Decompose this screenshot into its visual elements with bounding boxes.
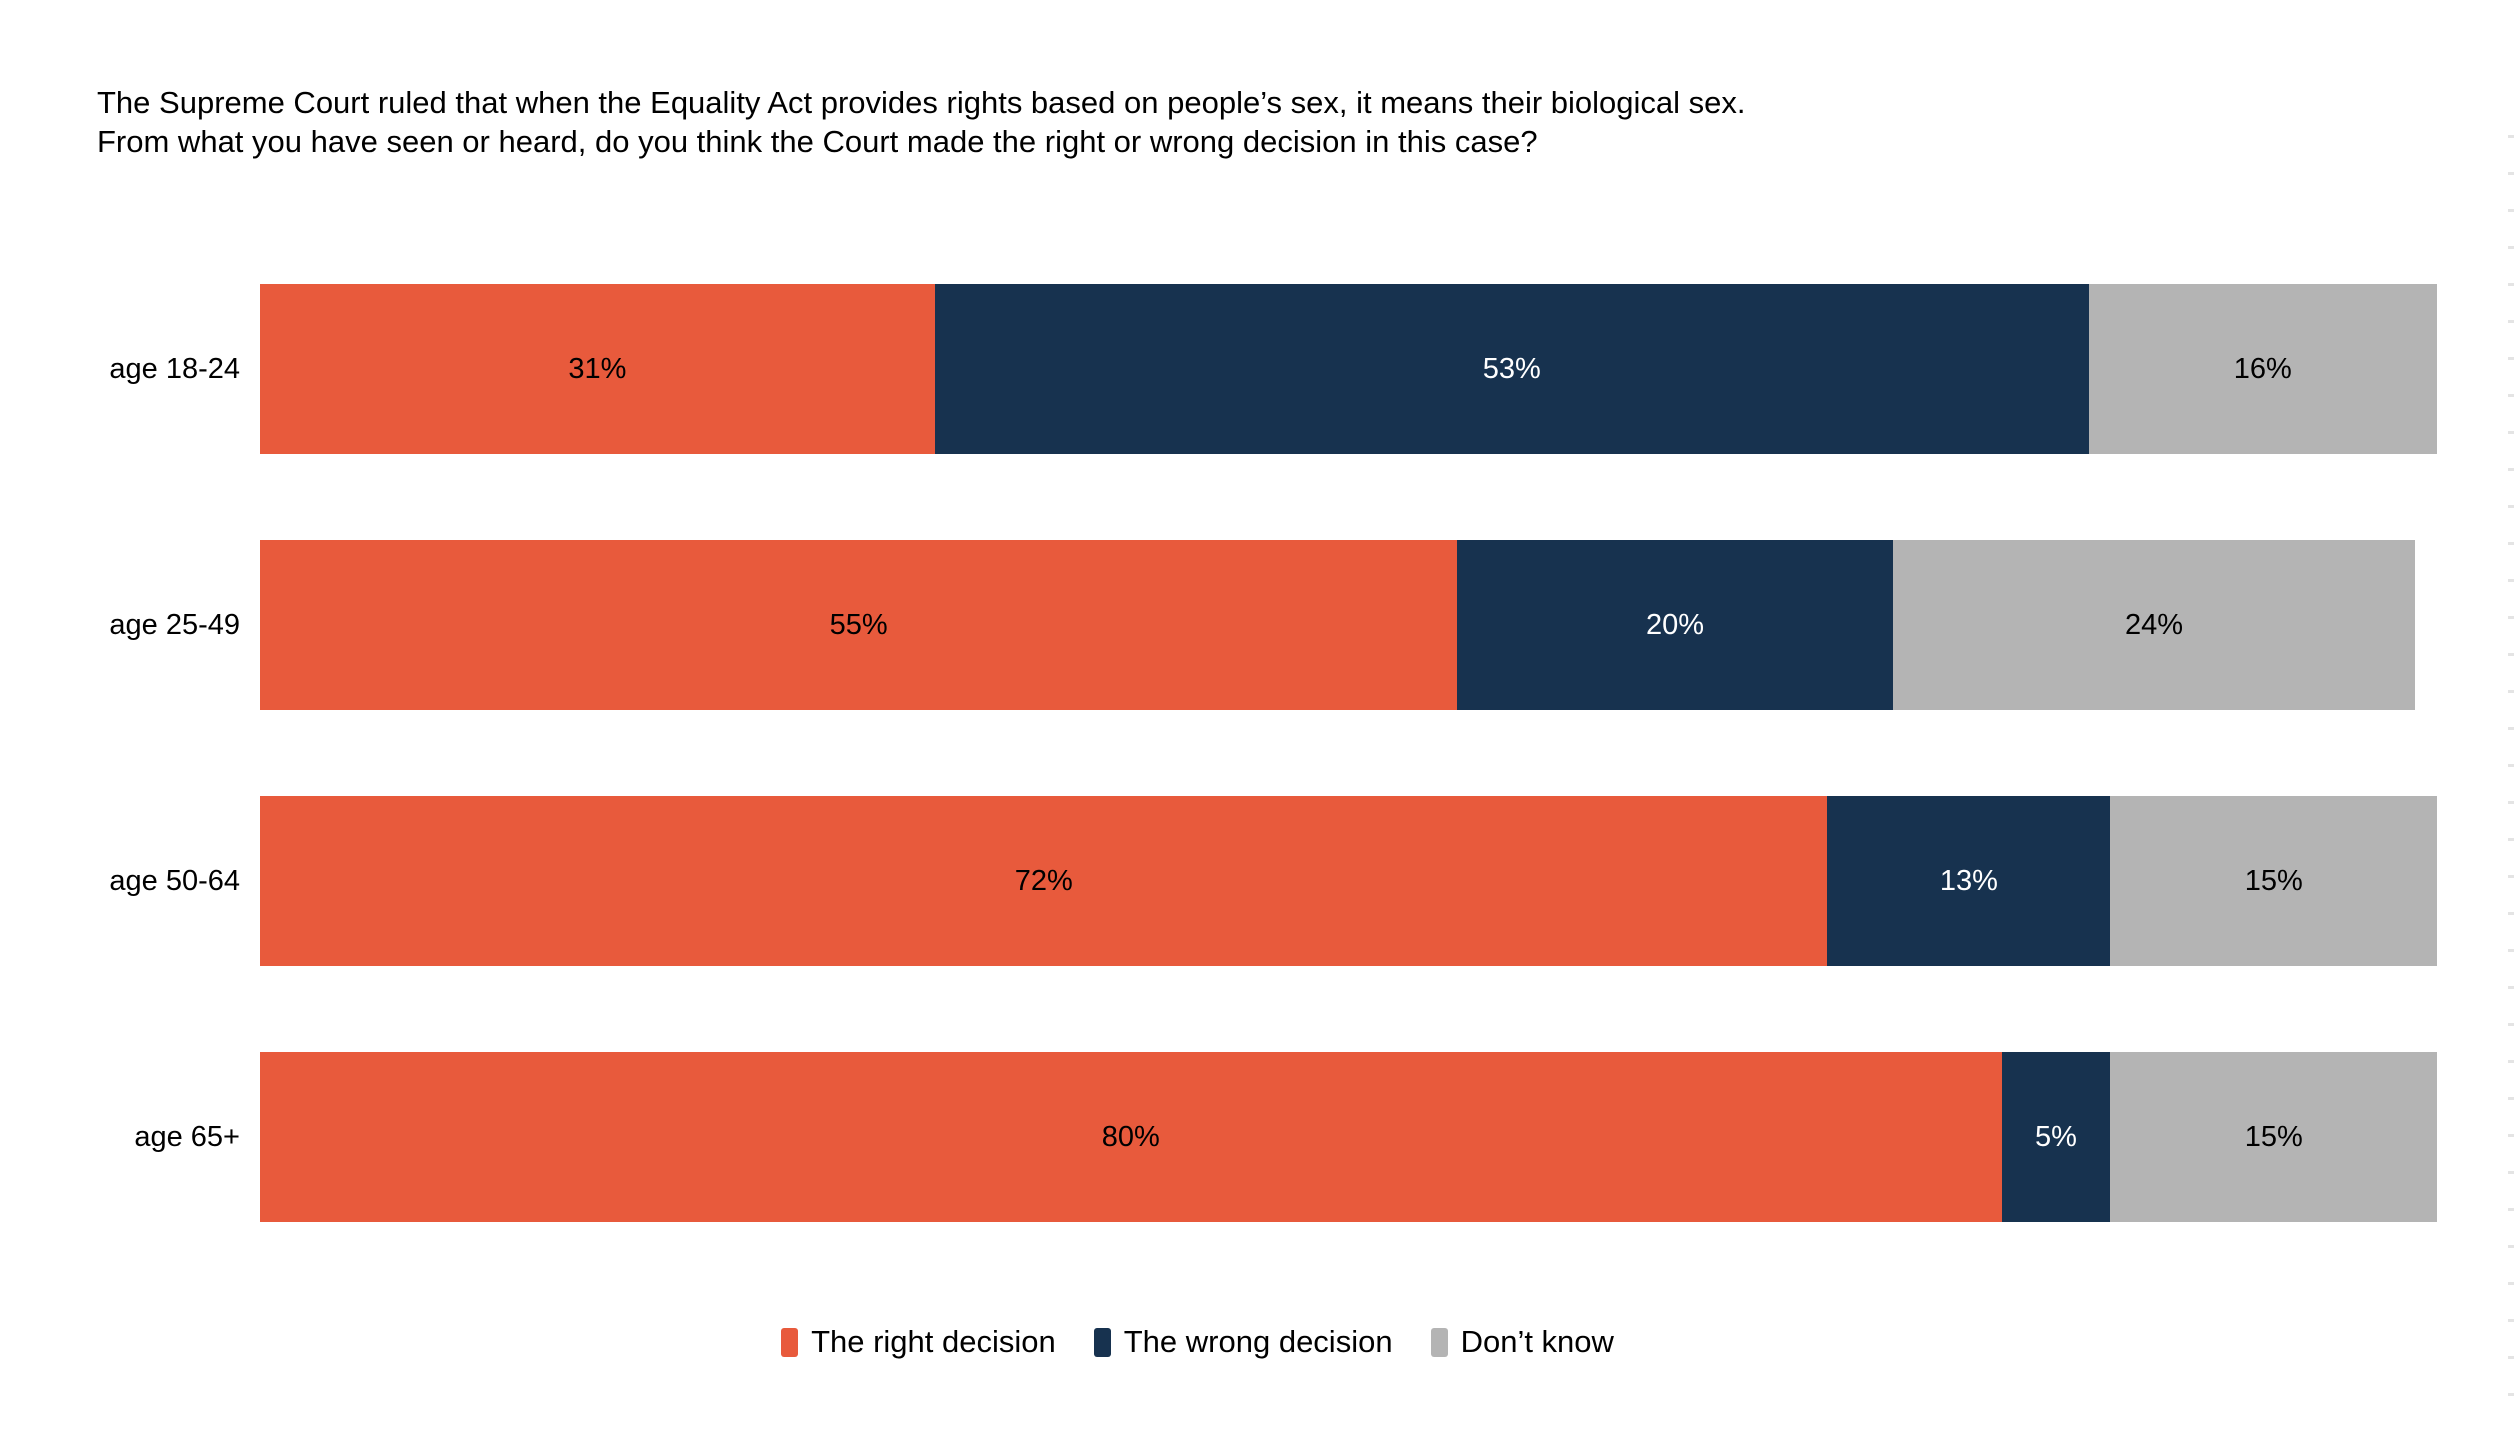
category-label: age 65+ [134,1120,240,1153]
bar-segment: 31% [260,284,935,454]
legend-item: Don’t know [1430,1324,1614,1360]
page-edge-ticks [2508,135,2514,1430]
bar-segment: 15% [2110,1052,2437,1222]
bar-segment: 72% [260,796,1828,966]
legend-swatch [1430,1327,1448,1357]
legend-label: The wrong decision [1123,1324,1393,1359]
legend-label: The right decision [811,1324,1056,1359]
bar-segment: 24% [1892,540,2416,710]
stacked-bar: 31% 53% 16% [260,284,2437,454]
chart-row: age 65+ 80% 5% 15% [0,1052,2437,1222]
legend: The right decision The wrong decision Don’… [0,1324,2517,1360]
bar-value-label: 20% [1646,608,1705,641]
bar-value-label: 53% [1482,352,1541,385]
stacked-bar: 55% 20% 24% [260,540,2416,710]
bar-segment: 80% [260,1052,2002,1222]
bar-value-label: 5% [2035,1120,2077,1153]
bar-segment: 15% [2110,796,2437,966]
bar-value-label: 15% [2244,864,2303,897]
chart-row: age 25-49 55% 20% 24% [0,540,2437,710]
bar-value-label: 80% [1101,1120,1160,1153]
legend-swatch [1093,1327,1111,1357]
bar-segment: 55% [260,540,1458,710]
chart: age 18-24 31% 53% 16% age 25-49 55% 20% 24% age … [0,284,2437,1308]
chart-row: age 50-64 72% 13% 15% [0,796,2437,966]
bar-value-label: 31% [568,352,627,385]
bar-segment: 53% [934,284,2089,454]
chart-title-line-2: From what you have seen or heard, do you… [97,124,1538,159]
bar-value-label: 13% [1939,864,1998,897]
bar-segment: 16% [2088,284,2437,454]
category-label: age 18-24 [109,352,240,385]
legend-item: The wrong decision [1093,1324,1393,1360]
bar-value-label: 72% [1014,864,1073,897]
chart-title-line-1: The Supreme Court ruled that when the Eq… [97,85,1746,120]
bar-segment: 5% [2001,1052,2111,1222]
category-label: age 25-49 [109,608,240,641]
legend-swatch [781,1327,799,1357]
bar-segment: 13% [1827,796,2111,966]
legend-item: The right decision [781,1324,1056,1360]
bar-value-label: 55% [829,608,888,641]
bar-value-label: 24% [2124,608,2183,641]
bar-value-label: 15% [2244,1120,2303,1153]
category-label: age 50-64 [109,864,240,897]
bar-segment: 20% [1457,540,1893,710]
legend-label: Don’t know [1460,1324,1614,1359]
stacked-bar: 72% 13% 15% [260,796,2437,966]
stacked-bar: 80% 5% 15% [260,1052,2437,1222]
chart-title: The Supreme Court ruled that when the Eq… [97,83,1746,161]
chart-row: age 18-24 31% 53% 16% [0,284,2437,454]
bar-value-label: 16% [2233,352,2292,385]
